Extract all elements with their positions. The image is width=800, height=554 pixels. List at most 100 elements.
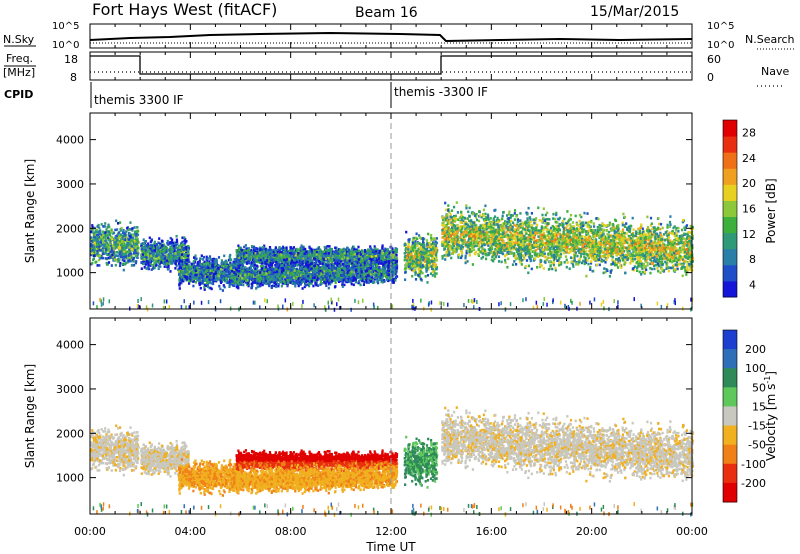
power-cell xyxy=(225,259,228,263)
power-cell xyxy=(102,234,105,237)
power-cell xyxy=(184,261,187,264)
power-cell xyxy=(229,276,233,280)
nsky-trace xyxy=(89,31,693,43)
power-cell xyxy=(117,257,120,261)
power-cell xyxy=(241,261,244,264)
power-cell xyxy=(127,238,130,241)
power-cell xyxy=(150,259,153,263)
power-cell xyxy=(170,247,173,251)
power-cell xyxy=(385,255,388,259)
power-cell xyxy=(140,256,143,259)
power-cell xyxy=(163,258,166,262)
power-cell xyxy=(337,252,340,255)
power-cell xyxy=(218,267,221,271)
power-cell xyxy=(122,256,125,259)
power-cell xyxy=(172,250,175,254)
power-cell xyxy=(339,248,342,252)
power-cell xyxy=(96,254,100,257)
power-cell xyxy=(117,249,120,252)
power-cell xyxy=(225,261,228,264)
power-cell xyxy=(119,235,122,239)
power-cell xyxy=(384,247,387,251)
power-cell xyxy=(148,259,151,262)
power-cell xyxy=(145,249,148,252)
power-cell xyxy=(257,254,260,257)
power-cell xyxy=(180,250,183,254)
power-cell xyxy=(214,262,217,265)
power-cell xyxy=(101,243,104,247)
power-cell xyxy=(282,255,285,259)
power-cell xyxy=(97,223,100,227)
power-cell xyxy=(121,234,125,238)
power-cell xyxy=(187,245,190,248)
power-cell xyxy=(178,287,181,290)
power-cell xyxy=(176,256,179,260)
power-cell xyxy=(212,282,215,286)
power-cell xyxy=(201,276,204,280)
power-cell xyxy=(106,257,109,261)
power-cell xyxy=(366,249,369,252)
power-cell xyxy=(101,247,104,250)
power-cell xyxy=(361,254,364,258)
power-cell xyxy=(141,246,144,249)
power-cell xyxy=(228,285,231,288)
power-cell xyxy=(195,273,198,277)
power-cell xyxy=(115,235,118,239)
power-cell xyxy=(130,239,133,242)
power-cell xyxy=(92,257,95,261)
power-cell xyxy=(104,231,107,234)
power-cell xyxy=(341,254,344,257)
power-cell xyxy=(184,263,187,267)
power-cell xyxy=(189,268,192,271)
power-cell xyxy=(182,266,185,270)
power-cell xyxy=(102,243,105,247)
power-cell xyxy=(105,261,108,265)
power-cell xyxy=(233,271,236,274)
power-cell xyxy=(152,246,155,249)
power-cell xyxy=(280,247,283,250)
freq-trace xyxy=(90,55,692,75)
power-cell xyxy=(230,258,233,261)
power-cell xyxy=(206,265,209,268)
power-cell xyxy=(222,277,225,280)
power-cell xyxy=(121,247,124,251)
power-cell xyxy=(116,234,119,237)
power-cell xyxy=(153,251,156,255)
nsearch-tick-top: 10^5 xyxy=(707,21,734,32)
power-cell xyxy=(284,261,287,264)
power-cell xyxy=(216,272,219,275)
power-cell xyxy=(195,275,198,279)
power-cell xyxy=(201,282,204,285)
power-cell xyxy=(120,226,123,230)
power-cell xyxy=(238,258,241,262)
power-cell xyxy=(199,275,202,278)
power-cell xyxy=(353,253,357,256)
power-cell xyxy=(115,251,119,254)
power-cell xyxy=(129,221,132,224)
power-cell xyxy=(170,261,173,264)
power-cell xyxy=(153,249,156,252)
power-cell xyxy=(224,262,227,266)
power-cell xyxy=(107,256,110,260)
power-cell xyxy=(124,244,127,247)
power-cell xyxy=(166,262,170,265)
power-cell xyxy=(220,275,223,278)
power-cell xyxy=(131,227,134,230)
power-cell xyxy=(221,289,224,292)
power-cell xyxy=(210,258,213,261)
power-cell xyxy=(278,246,281,250)
power-cell xyxy=(193,264,196,268)
power-cell xyxy=(182,250,185,254)
power-cell xyxy=(323,245,326,249)
power-cell xyxy=(96,252,99,256)
power-cell xyxy=(163,257,166,260)
power-cell xyxy=(317,260,321,263)
power-cell xyxy=(174,243,177,247)
power-cell xyxy=(165,254,168,257)
power-cell xyxy=(123,232,126,236)
power-cell xyxy=(204,265,207,268)
power-cell xyxy=(193,266,196,269)
power-cell xyxy=(118,243,121,246)
power-cell xyxy=(214,263,217,267)
power-cell xyxy=(351,259,354,263)
